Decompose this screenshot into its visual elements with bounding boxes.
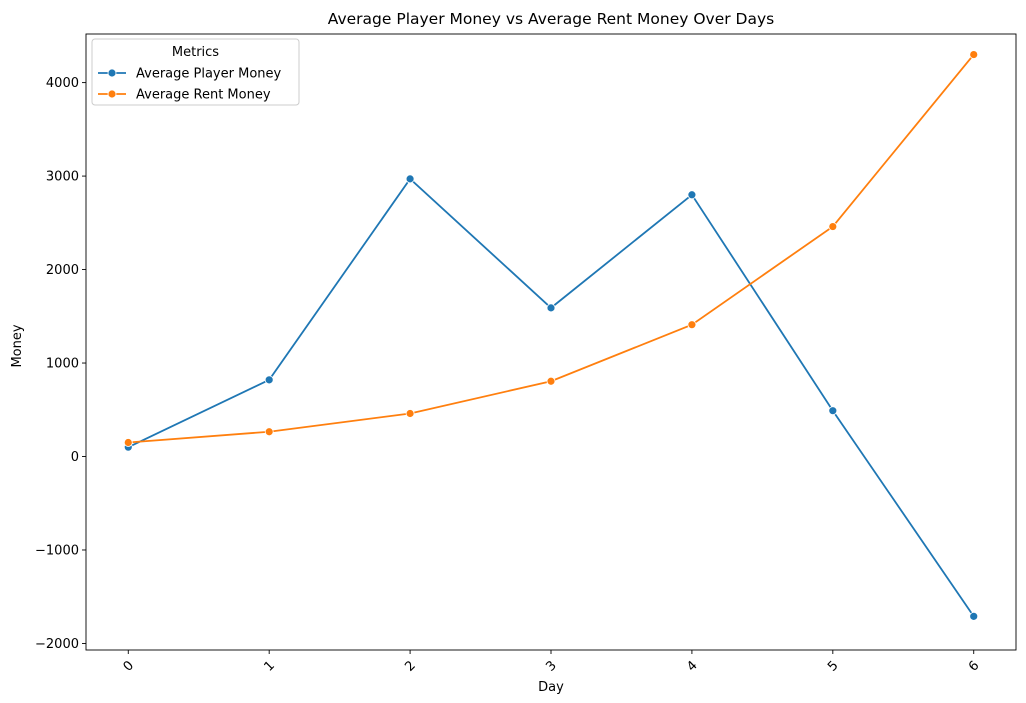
x-tick-label-6: 6 [966, 658, 982, 674]
plot-area [123, 50, 979, 621]
x-tick-label-5: 5 [825, 658, 841, 674]
axes: −2000 −1000 0 1000 2000 3000 4000 0 1 2 3 4 5 6 [35, 33, 1017, 675]
y-tick-label-0: −2000 [35, 637, 79, 652]
x-tick-label-2: 2 [402, 658, 418, 674]
x-tick-label-3: 3 [543, 658, 559, 674]
legend-entry-0: Average Player Money [136, 67, 282, 82]
data-point-1-4 [687, 320, 697, 330]
y-tick-label-1: −1000 [35, 543, 79, 558]
data-point-0-6 [969, 611, 979, 621]
x-tick-label-1: 1 [261, 658, 277, 674]
x-tick-label-0: 0 [121, 658, 137, 674]
data-point-1-5 [828, 222, 838, 231]
data-point-0-3 [546, 303, 556, 313]
series-line-0 [127, 177, 975, 617]
data-point-1-3 [546, 376, 556, 386]
x-axis-label: Day [538, 680, 564, 695]
y-tick-label-4: 2000 [46, 263, 79, 278]
data-point-1-6 [969, 50, 979, 59]
legend-marker-0 [107, 68, 117, 78]
y-tick-label-2: 0 [71, 450, 79, 465]
legend-box [91, 38, 300, 106]
data-point-0-4 [687, 190, 697, 200]
chart-title: Average Player Money vs Average Rent Mon… [328, 10, 774, 28]
data-point-1-2 [405, 409, 415, 418]
legend-entry-1: Average Rent Money [136, 88, 271, 103]
y-tick-label-3: 1000 [46, 357, 79, 372]
y-axis-label: Money [10, 324, 25, 367]
data-point-1-1 [264, 427, 274, 437]
x-tick-label-4: 4 [684, 658, 700, 674]
legend: Metrics Average Player Money Average Rent … [91, 38, 300, 106]
legend-title: Metrics [172, 45, 219, 60]
y-tick-label-5: 3000 [46, 170, 79, 185]
y-tick-label-6: 4000 [46, 76, 79, 91]
data-point-1-0 [123, 438, 133, 447]
legend-marker-1 [107, 89, 117, 99]
axes-frame [85, 33, 1017, 651]
data-point-0-2 [405, 174, 415, 184]
data-point-0-1 [264, 375, 274, 385]
data-point-0-5 [828, 406, 838, 416]
